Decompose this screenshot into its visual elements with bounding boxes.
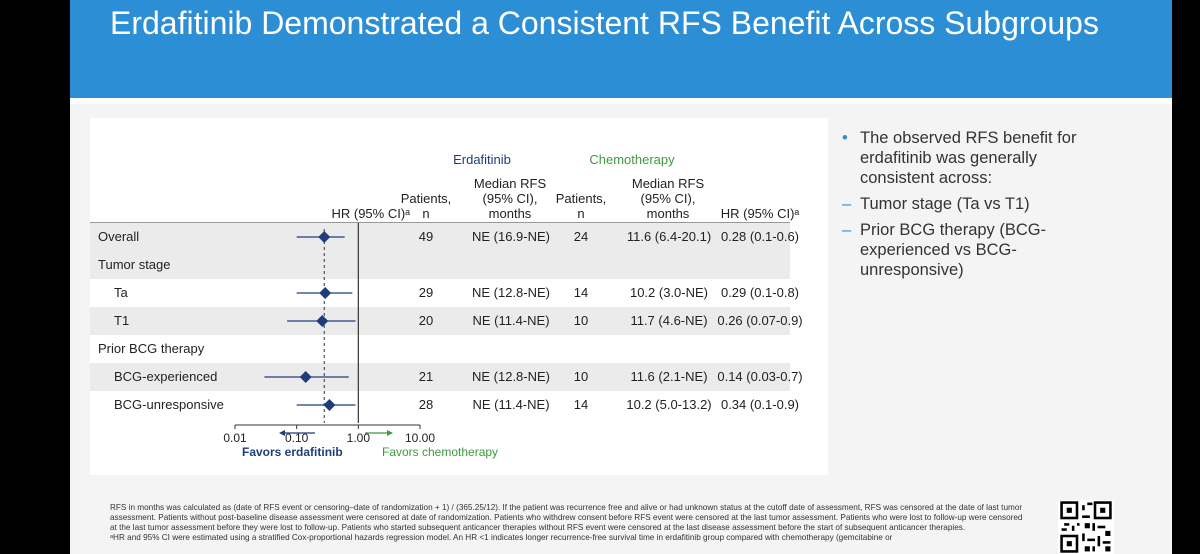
row-label: BCG-unresponsive [114, 397, 224, 412]
cell-median-erdafitinib: NE (12.8-NE) [471, 285, 551, 300]
bullet-marker: – [842, 221, 852, 239]
slide: Erdafitinib Demonstrated a Consistent RF… [70, 0, 1172, 554]
table-row: Prior BCG therapy [90, 335, 790, 363]
cell-patients-erdafitinib: 29 [418, 285, 434, 300]
bullet-text: Tumor stage (Ta vs T1) [860, 195, 1030, 213]
cell-patients-erdafitinib: 21 [418, 369, 434, 384]
x-tick-label: 0.10 [284, 431, 309, 445]
qr-code [1058, 500, 1114, 554]
cell-patients-chemotherapy: 10 [573, 313, 589, 328]
group-erdafitinib: Erdafitinib [453, 152, 511, 167]
group-chemotherapy: Chemotherapy [589, 152, 675, 167]
bullet-text: Prior BCG therapy (BCG-experienced vs BC… [860, 221, 1047, 279]
cell-median-chemotherapy: 11.6 (6.4-20.1) [626, 229, 712, 244]
footnote-hr: ᵃHR and 95% CI were estimated using a st… [110, 533, 893, 542]
col-header-patients-chemotherapy: Patients, n [555, 191, 607, 221]
favors-chemotherapy-arrowhead [387, 430, 393, 436]
favors-erdafitinib-label: Favors erdafitinib [242, 445, 343, 459]
hr-point [318, 231, 331, 243]
cell-patients-erdafitinib: 20 [418, 313, 434, 328]
table-row: BCG-unresponsive 28 NE (11.4-NE) 14 10.2 (5.… [90, 391, 799, 419]
bullet-marker: – [842, 195, 852, 213]
table-row: BCG-experienced 21 NE (12.8-NE) 10 11.6 (2.1… [90, 363, 803, 391]
x-tick-label: 0.01 [223, 431, 247, 445]
row-label: Overall [98, 229, 140, 244]
cell-hr: 0.14 (0.03-0.7) [717, 369, 803, 384]
cell-median-erdafitinib: NE (16.9-NE) [471, 229, 551, 244]
favors-chemotherapy-label: Favors chemotherapy [382, 445, 499, 459]
col-header-hr-plot: HR (95% CI)ᵃ [331, 206, 410, 221]
x-tick-label: 1.00 [346, 431, 370, 445]
slide-header: Erdafitinib Demonstrated a Consistent RF… [70, 0, 1172, 98]
cell-median-chemotherapy: 10.2 (3.0-NE) [629, 285, 709, 300]
cell-hr: 0.26 (0.07-0.9) [717, 313, 803, 328]
cell-patients-chemotherapy: 24 [573, 229, 589, 244]
row-label: BCG-experienced [114, 369, 218, 384]
table-row: Overall 49 NE (16.9-NE) 24 11.6 (6.4-20.1) 0.… [90, 223, 799, 251]
header-divider [70, 98, 1172, 104]
cell-median-erdafitinib: NE (11.4-NE) [472, 397, 550, 412]
table-row: T1 20 NE (11.4-NE) 10 11.7 (4.6-NE) 0.26 (0.0… [90, 307, 803, 335]
footnote-rfs: RFS in months was calculated as (date of… [110, 503, 1023, 532]
row-label: T1 [114, 313, 130, 328]
x-tick-label: 10.00 [404, 431, 436, 445]
forest-plot-panel: Erdafitinib Chemotherapy HR (95% CI)ᵃ Pa… [90, 118, 828, 475]
row-label: Ta [114, 285, 128, 300]
table-row: Ta 29 NE (12.8-NE) 14 10.2 (3.0-NE) 0.29 (0.1… [90, 279, 799, 307]
cell-patients-erdafitinib: 28 [418, 397, 434, 412]
cell-patients-erdafitinib: 49 [418, 229, 434, 244]
cell-patients-chemotherapy: 10 [573, 369, 589, 384]
footnotes: RFS in months was calculated as (date of… [110, 503, 1030, 543]
row-group-label: Prior BCG therapy [98, 341, 205, 356]
cell-patients-chemotherapy: 14 [573, 285, 589, 300]
cell-patients-chemotherapy: 14 [573, 397, 589, 412]
cell-median-chemotherapy: 11.7 (4.6-NE) [630, 313, 708, 328]
cell-hr: 0.28 (0.1-0.6) [720, 229, 800, 244]
cell-median-erdafitinib: NE (12.8-NE) [471, 369, 551, 384]
favors-erdafitinib-arrowhead [279, 430, 285, 436]
col-header-median-erdafitinib: Median RFS (95% CI), months [473, 176, 547, 221]
hr-point [299, 371, 312, 383]
slide-title: Erdafitinib Demonstrated a Consistent RF… [110, 5, 1099, 41]
cell-median-chemotherapy: 11.6 (2.1-NE) [630, 369, 708, 384]
table-row: Tumor stage [90, 251, 790, 279]
cell-hr: 0.29 (0.1-0.8) [720, 285, 800, 300]
hr-point [319, 287, 332, 299]
forest-plot [234, 223, 421, 436]
hr-point [323, 399, 336, 411]
cell-median-erdafitinib: NE (11.4-NE) [472, 313, 550, 328]
cell-hr: 0.34 (0.1-0.9) [720, 397, 800, 412]
col-header-median-chemotherapy: Median RFS (95% CI), months [631, 176, 705, 221]
hr-point [316, 315, 329, 327]
bullet-marker: • [842, 129, 848, 147]
row-group-label: Tumor stage [98, 257, 171, 272]
header-rule [90, 222, 790, 223]
cell-median-chemotherapy: 10.2 (5.0-13.2) [626, 397, 712, 412]
col-header-hr: HR (95% CI)ᵃ [720, 206, 800, 221]
bullet-text: The observed RFS benefit for erdafitinib… [860, 129, 1077, 187]
col-header-patients-erdafitinib: Patients, n [400, 191, 452, 221]
